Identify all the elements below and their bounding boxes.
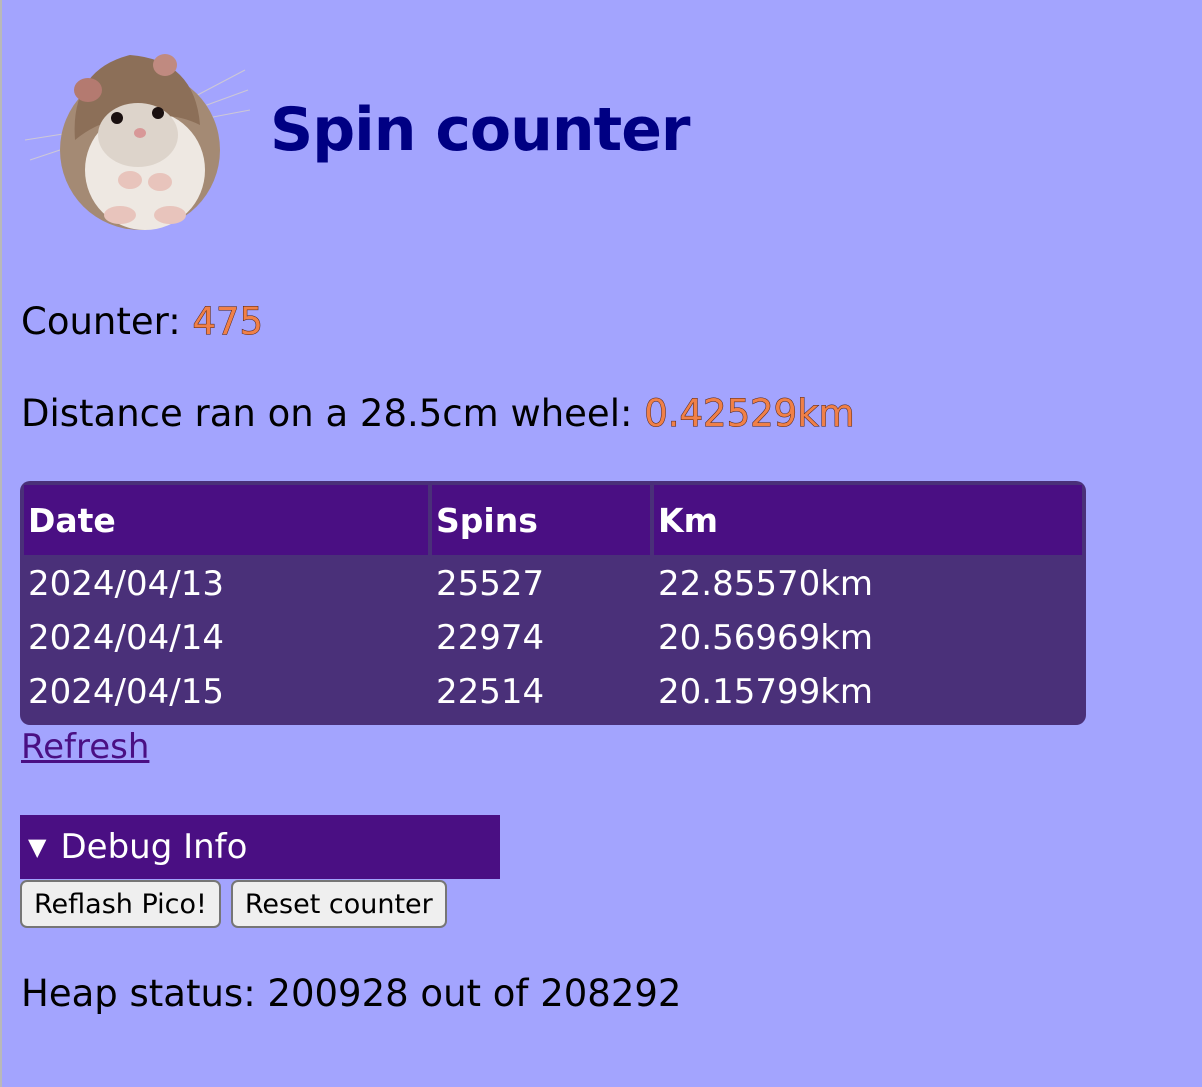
cell-km: 20.56969km [654,613,1082,663]
cell-spins: 22974 [432,613,650,663]
distance-stat: Distance ran on a 28.5cm wheel: 0.42529k… [21,392,855,435]
debug-buttons: Reflash Pico! Reset counter [20,880,447,928]
refresh-link[interactable]: Refresh [21,727,149,767]
counter-label: Counter: [21,300,192,343]
cell-date: 2024/04/14 [24,613,428,663]
table-row: 2024/04/14 22974 20.56969km [24,613,1082,663]
cell-date: 2024/04/13 [24,559,428,609]
table-row: 2024/04/13 25527 22.85570km [24,559,1082,609]
page-edge [0,0,2,1087]
cell-spins: 22514 [432,667,650,717]
table-header-row: Date Spins Km [24,485,1082,555]
header: Spin counter [20,30,690,230]
page-title: Spin counter [270,95,690,165]
cell-km: 20.15799km [654,667,1082,717]
column-header-km: Km [654,485,1082,555]
table-row: 2024/04/15 22514 20.15799km [24,667,1082,717]
counter-stat: Counter: 475 [21,300,263,343]
reflash-pico-button[interactable]: Reflash Pico! [20,880,221,928]
column-header-date: Date [24,485,428,555]
heap-status: Heap status: 200928 out of 208292 [21,972,681,1015]
counter-value: 475 [192,300,263,343]
spins-table: Date Spins Km 2024/04/13 25527 22.85570k… [20,481,1086,725]
cell-km: 22.85570km [654,559,1082,609]
cell-date: 2024/04/15 [24,667,428,717]
debug-info-label: Debug Info [60,827,247,867]
triangle-down-icon: ▼ [28,833,46,861]
reset-counter-button[interactable]: Reset counter [231,880,447,928]
hamster-image [20,30,250,230]
distance-label: Distance ran on a 28.5cm wheel: [21,392,644,435]
distance-value: 0.42529km [644,392,854,435]
column-header-spins: Spins [432,485,650,555]
debug-info-toggle[interactable]: ▼ Debug Info [20,815,500,879]
cell-spins: 25527 [432,559,650,609]
